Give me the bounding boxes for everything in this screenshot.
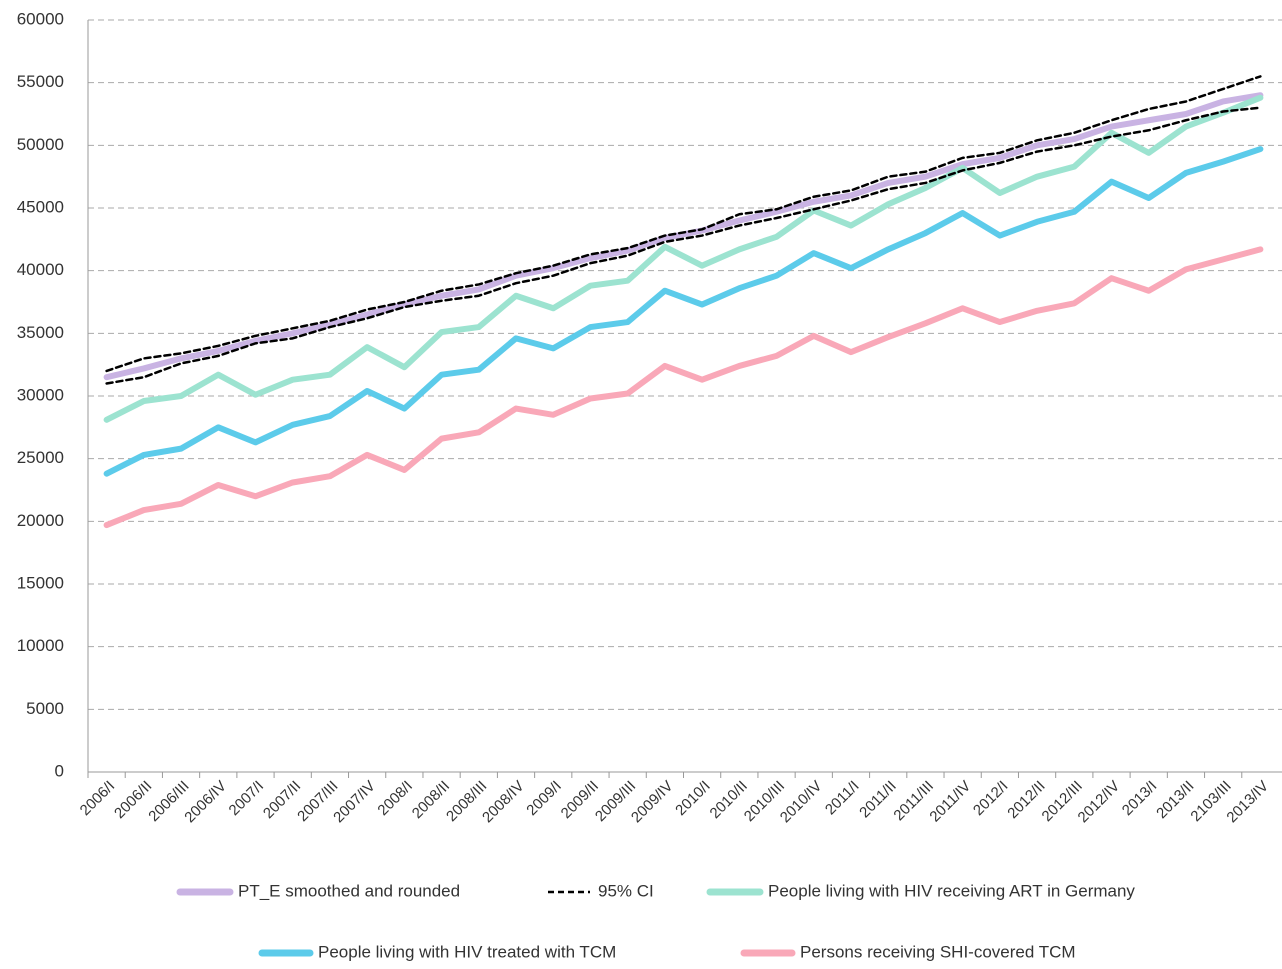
legend-label: 95% CI: [598, 881, 654, 900]
line: [103, 146, 1264, 477]
line: [103, 92, 1264, 381]
y-tick-label: 20000: [17, 511, 64, 530]
y-tick-label: 30000: [17, 385, 64, 404]
y-tick-label: 50000: [17, 135, 64, 154]
x-tick-label: 2009/IV: [628, 778, 677, 827]
x-tick-label: 2013/IV: [1223, 778, 1272, 827]
y-tick-label: 45000: [17, 197, 64, 216]
x-tick-label: 2012/I: [970, 778, 1012, 820]
legend-label: People living with HIV receiving ART in …: [768, 881, 1135, 900]
y-tick-label: 5000: [26, 699, 64, 718]
x-tick-label: 2010/IV: [777, 778, 826, 827]
x-tick-label: 2012/IV: [1075, 778, 1124, 827]
line: [103, 94, 1264, 423]
x-tick-label: 2013/I: [1119, 778, 1161, 820]
line: [105, 75, 1262, 373]
x-tick-label: 2011/I: [822, 778, 863, 819]
line: [105, 106, 1262, 385]
legend-label: PT_E smoothed and rounded: [238, 881, 460, 900]
y-tick-label: 10000: [17, 636, 64, 655]
x-tick-label: 2010/I: [672, 778, 714, 820]
y-tick-label: 35000: [17, 323, 64, 342]
x-tick-label: 2007/IV: [330, 778, 379, 827]
x-tick-label: 2009/I: [523, 778, 565, 820]
y-tick-label: 15000: [17, 573, 64, 592]
x-tick-label: 2008/IV: [479, 778, 528, 827]
x-tick-label: 2007/I: [226, 778, 268, 820]
legend-label: Persons receiving SHI-covered TCM: [800, 942, 1076, 961]
y-tick-label: 0: [55, 761, 64, 780]
x-tick-label: 2006/IV: [181, 778, 230, 827]
y-tick-label: 55000: [17, 72, 64, 91]
y-tick-label: 60000: [17, 9, 64, 28]
x-tick-label: 2006/I: [77, 778, 119, 820]
y-tick-label: 40000: [17, 260, 64, 279]
y-tick-label: 25000: [17, 448, 64, 467]
x-tick-label: 2008/I: [374, 778, 416, 820]
x-tick-label: 2011/IV: [926, 778, 974, 826]
line: [103, 246, 1264, 529]
legend-label: People living with HIV treated with TCM: [318, 942, 616, 961]
